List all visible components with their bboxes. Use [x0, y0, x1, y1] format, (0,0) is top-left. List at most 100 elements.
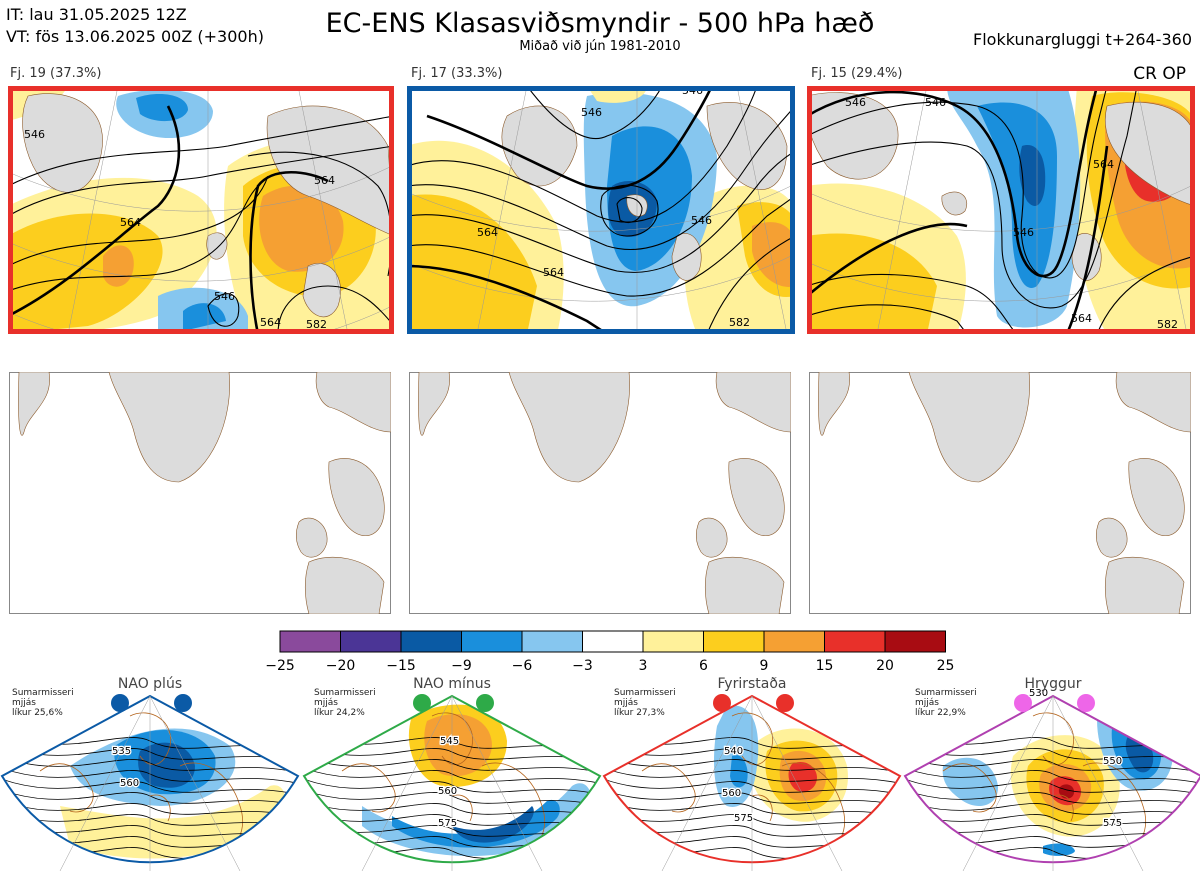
cluster-2-label: Fj. 17 (33.3%)	[411, 66, 503, 81]
regime-map: 540 560 575	[602, 694, 902, 871]
regime-panel: 535 560 Sumarmisseri mjjás líkur 25,6% NAO pl…	[0, 676, 300, 871]
regime-dot	[476, 694, 494, 712]
regime-dot	[413, 694, 431, 712]
regime-contour-label: 540	[724, 746, 743, 757]
regime-title: Hryggur	[1024, 676, 1082, 692]
page-subtitle: Miðað við jún 1981-2010	[519, 39, 681, 54]
colorbar-tick-label: 15	[816, 658, 834, 674]
regime-contour-label: 535	[112, 746, 131, 757]
regime-dot	[174, 694, 192, 712]
colorbar-tick-label: −9	[451, 658, 472, 674]
cluster-3-contour-label: 582	[1157, 318, 1178, 331]
regime-panel: 545 560 575 Sumarmisseri mjjás líkur 24,2% NAO…	[302, 676, 602, 871]
colorbar-swatch	[642, 630, 704, 653]
regime-legend-prob: líkur 22,9%	[915, 708, 966, 718]
cr-op-label: CR OP	[1133, 64, 1186, 84]
cluster-3-contour-label: 546	[845, 96, 866, 109]
cluster-1-frame	[8, 86, 394, 334]
regime-legend-prob: líkur 25,6%	[12, 708, 63, 718]
cluster-3-contour-label: 564	[1093, 158, 1114, 171]
cluster-3-frame	[807, 86, 1195, 334]
regime-dot	[1014, 694, 1032, 712]
cluster-2-contour-label: 582	[729, 316, 750, 329]
regime-legend-prob: líkur 27,3%	[614, 708, 665, 718]
regime-contour-label: 575	[1103, 818, 1122, 829]
regime-dot	[713, 694, 731, 712]
initial-time: IT: lau 31.05.2025 12Z	[6, 5, 187, 24]
colorbar-swatch	[763, 630, 825, 653]
colorbar-swatch	[340, 630, 402, 653]
colorbar-tick-label: 25	[937, 658, 955, 674]
regime-legend-smooth: mjjás	[12, 698, 36, 708]
cluster-2-contour-label: 546	[581, 106, 602, 119]
regime-legend-season: Sumarmisseri	[12, 688, 74, 698]
regime-dot	[1077, 694, 1095, 712]
cluster-1-contour-label: 564	[314, 174, 335, 187]
cluster-2-contour-label: 564	[477, 226, 498, 239]
regime-contour-label: 575	[734, 813, 753, 824]
cluster-3-contour-label: 546	[1013, 226, 1034, 239]
regime-panel: 540 560 575 Sumarmisseri mjjás líkur 27,3% Fyr…	[602, 676, 902, 871]
colorbar-tick-label: −25	[265, 658, 295, 674]
colorbar-swatch	[521, 630, 583, 653]
colorbar-tick-label: 9	[760, 658, 769, 674]
regime-title: Fyrirstaða	[717, 676, 787, 692]
cluster-3-label: Fj. 15 (29.4%)	[811, 66, 903, 81]
cluster-1-contour-label: 582	[306, 318, 327, 331]
regime-map: 545 560 575	[302, 694, 602, 871]
regime-title: NAO plús	[117, 676, 183, 692]
regime-dot	[776, 694, 794, 712]
cluster-1-contour-label: 546	[214, 290, 235, 303]
cluster-1-contour-label: 564	[120, 216, 141, 229]
regime-legend: Sumarmisseri mjjás líkur 27,3%	[614, 688, 676, 718]
header-times: IT: lau 31.05.2025 12Z VT: fös 13.06.202…	[6, 4, 264, 48]
empty-map-2	[409, 372, 791, 614]
regime-map: 535 560	[0, 694, 300, 871]
cluster-1-label: Fj. 19 (37.3%)	[10, 66, 102, 81]
cluster-3-contour-label: 564	[1071, 312, 1092, 325]
regime-legend: Sumarmisseri mjjás líkur 25,6%	[12, 688, 74, 718]
cluster-2-frame	[407, 86, 795, 334]
colorbar-swatch	[582, 630, 644, 653]
regime-legend-prob: líkur 24,2%	[314, 708, 365, 718]
cluster-2-contour-label: 546	[682, 86, 703, 97]
regime-contour-label: 560	[438, 786, 457, 797]
colorbar-tick-label: −6	[512, 658, 533, 674]
cluster-2-contour-label: 564	[543, 266, 564, 279]
empty-map-1	[9, 372, 391, 614]
regime-legend-season: Sumarmisseri	[915, 688, 977, 698]
regime-contour-label: 530	[1029, 688, 1048, 699]
regime-dot	[111, 694, 129, 712]
cluster-2-contour-label: 546	[691, 214, 712, 227]
cluster-3-map: 546 546 564 546 564 582	[807, 86, 1195, 334]
colorbar-tick-label: 6	[699, 658, 708, 674]
cluster-1-map: 546 564 564 546 564 582	[8, 86, 394, 334]
colorbar-tick-label: −15	[386, 658, 416, 674]
colorbar-swatch	[824, 630, 886, 653]
regime-title: NAO mínus	[413, 676, 491, 692]
colorbar-swatch	[884, 630, 946, 653]
colorbar-swatch	[703, 630, 765, 653]
regime-contour-label: 575	[438, 818, 457, 829]
regime-legend: Sumarmisseri mjjás líkur 24,2%	[314, 688, 376, 718]
colorbar: −25 −20 −15 −9 −6 −3 3 6 9 15 20 25	[265, 630, 955, 674]
regime-contour-label: 560	[120, 778, 139, 789]
regime-panel: 530 550 575 Sumarmisseri mjjás líkur 22,9% Hry…	[903, 676, 1200, 871]
regime-legend-season: Sumarmisseri	[614, 688, 676, 698]
colorbar-tick-label: −20	[326, 658, 356, 674]
page-title: EC-ENS Klasasviðsmyndir - 500 hPa hæð	[325, 8, 875, 39]
regime-legend-smooth: mjjás	[915, 698, 939, 708]
colorbar-swatch	[400, 630, 462, 653]
colorbar-tick-label: 3	[639, 658, 648, 674]
cluster-1-contour-label: 564	[260, 316, 281, 329]
regime-legend: Sumarmisseri mjjás líkur 22,9%	[915, 688, 977, 718]
regime-contour-label: 560	[722, 788, 741, 799]
cluster-3-contour-label: 546	[925, 96, 946, 109]
regime-legend-smooth: mjjás	[314, 698, 338, 708]
regime-contour-label: 545	[440, 736, 459, 747]
colorbar-tick-label: −3	[572, 658, 593, 674]
regime-map: 530 550 575	[903, 687, 1200, 871]
regime-legend-smooth: mjjás	[614, 698, 638, 708]
empty-map-3	[809, 372, 1191, 614]
classification-window: Flokkunargluggi t+264-360	[973, 30, 1192, 49]
